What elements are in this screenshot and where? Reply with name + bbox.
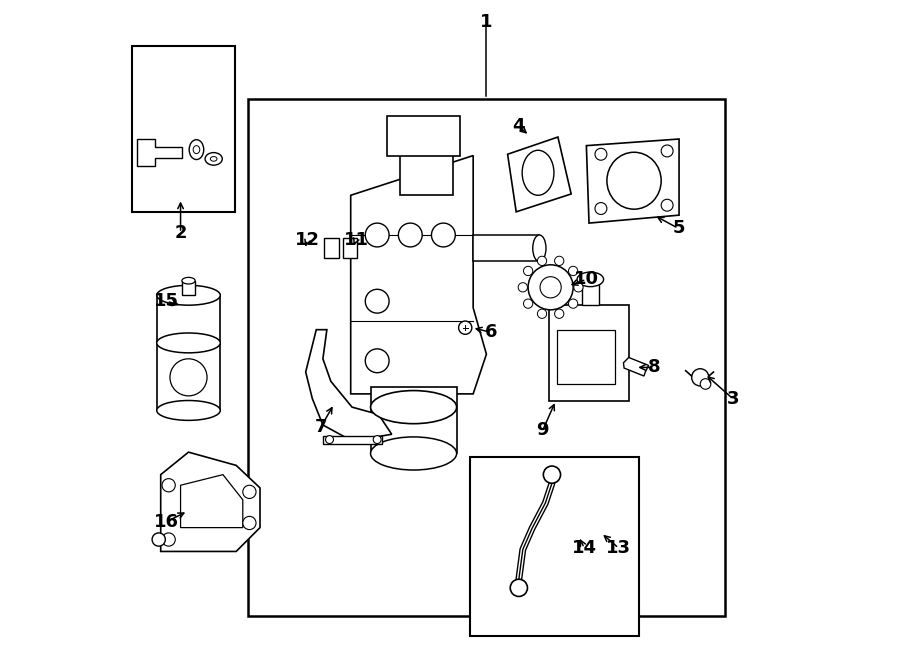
Circle shape — [544, 466, 561, 483]
Ellipse shape — [211, 157, 217, 162]
Circle shape — [170, 359, 207, 396]
Circle shape — [365, 289, 389, 313]
Text: 7: 7 — [315, 418, 328, 436]
Polygon shape — [181, 475, 243, 528]
Circle shape — [326, 436, 334, 444]
Text: 10: 10 — [574, 270, 599, 289]
Ellipse shape — [522, 150, 554, 195]
Circle shape — [595, 203, 607, 214]
Circle shape — [700, 379, 711, 389]
Circle shape — [162, 533, 176, 546]
Bar — [343, 238, 357, 258]
Circle shape — [243, 516, 256, 530]
Circle shape — [537, 309, 546, 318]
Polygon shape — [400, 129, 454, 195]
Ellipse shape — [205, 153, 222, 166]
Text: 14: 14 — [572, 539, 597, 557]
Bar — [582, 279, 599, 305]
Circle shape — [554, 256, 563, 265]
Text: 6: 6 — [485, 323, 498, 342]
Circle shape — [518, 283, 527, 292]
Text: 12: 12 — [295, 230, 320, 249]
Circle shape — [595, 148, 607, 160]
Ellipse shape — [182, 277, 195, 284]
Text: 15: 15 — [154, 292, 179, 310]
Polygon shape — [161, 452, 260, 551]
Text: 3: 3 — [726, 389, 739, 408]
Circle shape — [365, 349, 389, 373]
Circle shape — [431, 223, 455, 247]
Circle shape — [569, 266, 578, 275]
Polygon shape — [587, 139, 680, 223]
Ellipse shape — [157, 285, 220, 305]
Circle shape — [691, 369, 709, 386]
Circle shape — [537, 256, 546, 265]
Polygon shape — [137, 139, 182, 166]
Text: 5: 5 — [672, 219, 685, 238]
Ellipse shape — [371, 437, 456, 470]
Text: 2: 2 — [175, 224, 187, 242]
Bar — [557, 330, 616, 384]
Ellipse shape — [194, 146, 200, 154]
Bar — [371, 387, 456, 453]
Bar — [324, 238, 338, 258]
Bar — [549, 305, 629, 401]
Polygon shape — [351, 156, 486, 394]
Ellipse shape — [157, 401, 220, 420]
Polygon shape — [306, 330, 392, 441]
Text: 9: 9 — [536, 421, 549, 440]
Text: 13: 13 — [607, 539, 631, 557]
Circle shape — [374, 436, 382, 444]
Circle shape — [243, 485, 256, 498]
Circle shape — [459, 321, 472, 334]
Circle shape — [399, 223, 422, 247]
Circle shape — [152, 533, 166, 546]
Polygon shape — [624, 357, 649, 376]
Circle shape — [524, 266, 533, 275]
Text: 11: 11 — [344, 230, 368, 249]
Circle shape — [662, 199, 673, 211]
Bar — [387, 116, 460, 156]
Circle shape — [554, 309, 563, 318]
Bar — [182, 281, 195, 295]
Text: 1: 1 — [481, 13, 492, 31]
Ellipse shape — [371, 391, 456, 424]
Circle shape — [510, 579, 527, 596]
Text: 16: 16 — [154, 512, 179, 531]
Circle shape — [540, 277, 562, 298]
Circle shape — [528, 265, 573, 310]
Bar — [248, 99, 724, 616]
Bar — [470, 457, 639, 636]
Ellipse shape — [189, 140, 203, 160]
Ellipse shape — [577, 272, 604, 287]
Circle shape — [162, 479, 176, 492]
Bar — [157, 343, 220, 410]
Ellipse shape — [607, 152, 662, 209]
Bar — [323, 436, 382, 444]
Circle shape — [365, 223, 389, 247]
Bar — [157, 295, 220, 343]
Circle shape — [524, 299, 533, 308]
Bar — [473, 235, 539, 261]
Text: 8: 8 — [648, 358, 661, 377]
Circle shape — [574, 283, 583, 292]
Polygon shape — [508, 137, 572, 212]
Ellipse shape — [533, 235, 546, 261]
Circle shape — [662, 145, 673, 157]
Ellipse shape — [157, 333, 220, 353]
Text: 4: 4 — [512, 117, 525, 135]
Circle shape — [569, 299, 578, 308]
Bar — [132, 46, 235, 212]
